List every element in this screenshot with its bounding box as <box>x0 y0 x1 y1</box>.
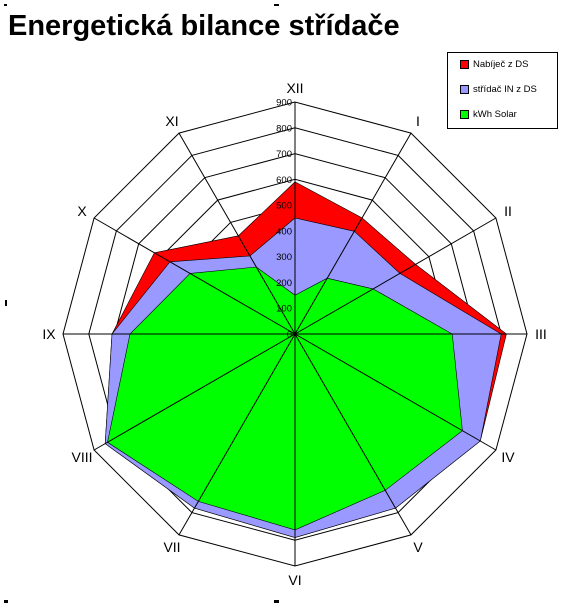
month-label-I: I <box>416 113 420 129</box>
month-label-IX: IX <box>42 326 56 342</box>
edge-mark-top-mid <box>274 4 279 6</box>
tick-label-800: 800 <box>276 123 292 134</box>
spoke-VIII <box>93 333 296 451</box>
month-label-VII: VII <box>163 539 180 555</box>
legend-label: kWh Solar <box>473 108 517 120</box>
legend-swatch <box>460 59 469 69</box>
spoke-V <box>294 333 412 536</box>
legend-label: Nabíječ z DS <box>473 58 529 70</box>
legend-swatch <box>460 84 469 94</box>
tick-label-200: 200 <box>276 278 292 289</box>
spoke-X <box>93 217 296 335</box>
month-label-VI: VI <box>288 572 301 588</box>
value-axis-ticks: 0 100 200 300 400 500 600 700 800 900 <box>276 98 292 341</box>
chart-title: Energetická bilance střídače <box>8 10 400 42</box>
spoke-XI <box>178 132 296 335</box>
edge-mark-top-left <box>4 4 7 6</box>
month-label-IV: IV <box>501 449 515 465</box>
edge-mark-left <box>5 300 7 306</box>
tick-label-300: 300 <box>276 252 292 263</box>
spoke-II <box>294 217 497 335</box>
legend-item: střídač IN z DS <box>460 82 537 96</box>
month-label-XII: XII <box>286 80 303 96</box>
month-label-III: III <box>535 326 547 342</box>
month-label-VIII: VIII <box>71 449 92 465</box>
legend-item: Nabíječ z DS <box>460 57 528 71</box>
tick-label-500: 500 <box>276 201 292 212</box>
tick-label-600: 600 <box>276 175 292 186</box>
tick-label-0: 0 <box>287 330 292 341</box>
spoke-IV <box>294 333 497 451</box>
month-label-II: II <box>504 203 512 219</box>
tick-label-700: 700 <box>276 149 292 160</box>
month-label-XI: XI <box>165 113 178 129</box>
spoke-VII <box>178 333 296 536</box>
tick-label-100: 100 <box>276 304 292 315</box>
edge-mark-bottom-mid <box>274 600 279 603</box>
tick-label-900: 900 <box>276 98 292 109</box>
legend-label: střídač IN z DS <box>473 83 537 95</box>
tick-label-400: 400 <box>276 226 292 237</box>
month-label-V: V <box>413 539 423 555</box>
month-label-X: X <box>77 203 87 219</box>
radial-spokes <box>63 102 527 566</box>
legend-item: kWh Solar <box>460 107 517 121</box>
edge-mark-bottom-left <box>4 600 8 603</box>
legend-swatch <box>460 109 469 119</box>
chart-legend: Nabíječ z DS střídač IN z DS kWh Solar <box>447 52 558 129</box>
spoke-I <box>294 132 412 335</box>
